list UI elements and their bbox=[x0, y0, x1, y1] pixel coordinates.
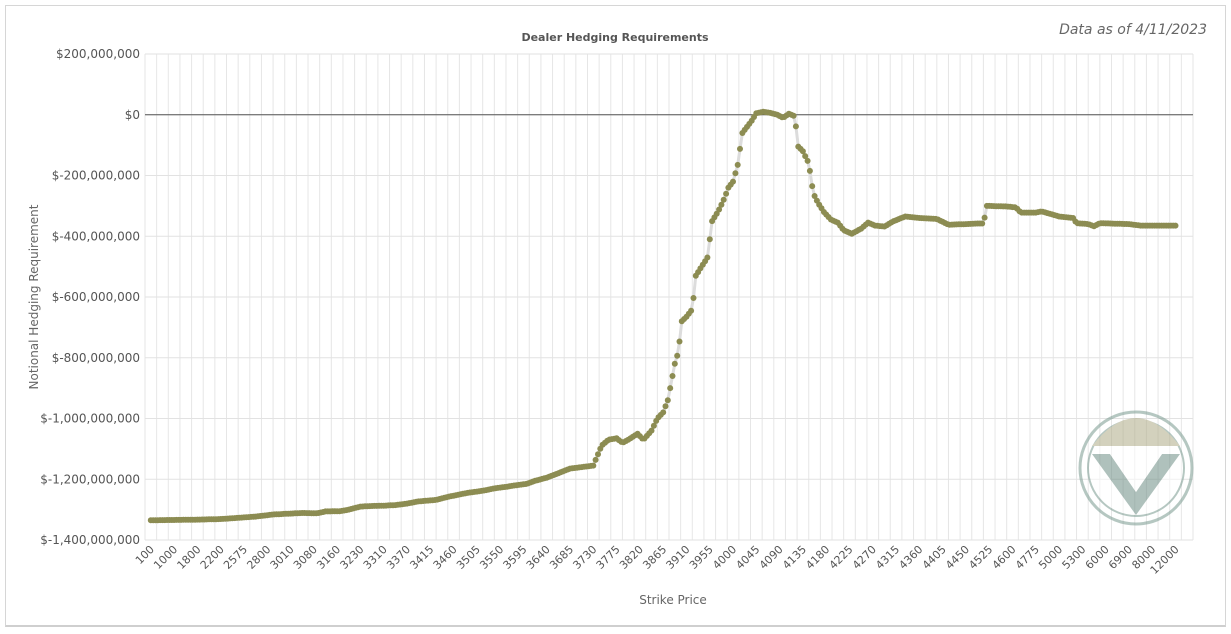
y-tick-label: $-1,200,000,000 bbox=[40, 472, 140, 486]
x-tick-label: 4000 bbox=[710, 543, 739, 572]
x-tick-label: 3730 bbox=[570, 543, 599, 572]
series-line bbox=[150, 110, 1176, 522]
grid-lines bbox=[144, 53, 1194, 541]
x-tick-label: 3080 bbox=[291, 543, 320, 572]
data-point bbox=[723, 190, 730, 197]
data-point bbox=[979, 220, 986, 227]
x-tick-label: 3865 bbox=[640, 543, 669, 572]
data-point bbox=[650, 422, 657, 429]
data-point bbox=[981, 214, 988, 221]
data-point bbox=[792, 123, 799, 130]
data-point bbox=[804, 157, 811, 164]
brand-logo-watermark bbox=[1078, 410, 1194, 526]
data-point bbox=[1172, 222, 1179, 229]
chart-frame bbox=[5, 5, 1226, 627]
y-tick-label: $200,000,000 bbox=[56, 47, 140, 61]
data-point bbox=[674, 352, 681, 359]
data-point bbox=[590, 462, 597, 469]
x-tick-label: 3685 bbox=[547, 543, 576, 572]
x-tick-label: 3775 bbox=[594, 543, 623, 572]
x-tick-label: 3160 bbox=[314, 543, 343, 572]
x-tick-label: 5300 bbox=[1060, 543, 1089, 572]
data-point bbox=[704, 254, 711, 261]
x-tick-label: 3010 bbox=[268, 543, 297, 572]
x-tick-label: 3910 bbox=[664, 543, 693, 572]
x-tick-label: 6000 bbox=[1083, 543, 1112, 572]
data-point bbox=[799, 148, 806, 155]
data-point bbox=[648, 427, 655, 434]
x-tick-label: 4405 bbox=[920, 543, 949, 572]
y-tick-label: $-400,000,000 bbox=[52, 229, 140, 243]
x-tick-label: 2200 bbox=[198, 543, 227, 572]
y-axis-label: Notional Hedging Requirement bbox=[27, 204, 41, 389]
y-tick-label: $-1,000,000,000 bbox=[40, 412, 140, 426]
data-point bbox=[671, 360, 678, 367]
x-tick-label: 1800 bbox=[175, 543, 204, 572]
x-tick-label: 4045 bbox=[733, 543, 762, 572]
data-point bbox=[732, 170, 739, 177]
data-point bbox=[669, 373, 676, 379]
data-point bbox=[690, 295, 697, 301]
x-tick-label: 3595 bbox=[501, 543, 530, 572]
x-tick-label: 3955 bbox=[687, 543, 716, 572]
data-point bbox=[660, 409, 667, 416]
x-tick-label: 3370 bbox=[384, 543, 413, 572]
x-tick-label: 4360 bbox=[896, 543, 925, 572]
x-tick-label: 6900 bbox=[1106, 543, 1135, 572]
x-tick-label: 4450 bbox=[943, 543, 972, 572]
x-axis-ticks: 1001000180022002575280030103080316032303… bbox=[133, 543, 1182, 577]
x-tick-label: 4315 bbox=[873, 543, 902, 572]
x-tick-label: 3820 bbox=[617, 543, 646, 572]
x-tick-label: 4270 bbox=[850, 543, 879, 572]
x-tick-label: 3550 bbox=[477, 543, 506, 572]
x-tick-label: 3230 bbox=[338, 543, 367, 572]
data-as-of-note: Data as of 4/11/2023 bbox=[1059, 22, 1207, 38]
x-tick-label: 4135 bbox=[780, 543, 809, 572]
x-tick-label: 3640 bbox=[524, 543, 553, 572]
y-tick-label: $-200,000,000 bbox=[52, 169, 140, 183]
x-tick-label: 3505 bbox=[454, 543, 483, 572]
x-tick-label: 4225 bbox=[827, 543, 856, 572]
x-tick-label: 3415 bbox=[407, 543, 436, 572]
data-points bbox=[147, 108, 1179, 524]
data-point bbox=[809, 183, 816, 190]
data-point bbox=[737, 145, 743, 152]
x-tick-label: 4090 bbox=[757, 543, 786, 572]
x-axis-label: Strike Price bbox=[639, 593, 707, 607]
data-point bbox=[790, 112, 797, 119]
data-point bbox=[688, 307, 695, 314]
data-point bbox=[811, 193, 818, 199]
x-tick-label: 4775 bbox=[1013, 543, 1042, 572]
data-point bbox=[720, 196, 727, 203]
data-point bbox=[662, 403, 669, 410]
data-point bbox=[706, 236, 713, 243]
data-point bbox=[664, 397, 671, 404]
data-point bbox=[730, 178, 736, 185]
data-point bbox=[718, 201, 725, 208]
data-point bbox=[734, 161, 741, 168]
chart-title: Dealer Hedging Requirements bbox=[521, 31, 709, 44]
y-tick-label: $-800,000,000 bbox=[52, 351, 140, 365]
x-tick-label: 2575 bbox=[221, 543, 250, 572]
data-point bbox=[595, 451, 601, 458]
y-tick-label: $-1,400,000,000 bbox=[40, 533, 140, 547]
x-tick-label: 2800 bbox=[244, 543, 273, 572]
x-tick-label: 1000 bbox=[151, 543, 180, 572]
x-tick-label: 5000 bbox=[1036, 543, 1065, 572]
y-axis-ticks: $200,000,000 $0 $-200,000,000 $-400,000,000… bbox=[40, 47, 140, 547]
x-tick-label: 3310 bbox=[361, 543, 390, 572]
data-point bbox=[592, 456, 599, 463]
x-tick-label: 3460 bbox=[431, 543, 460, 572]
x-tick-label: 4600 bbox=[990, 543, 1019, 572]
data-point bbox=[667, 385, 674, 392]
x-tick-label: 4180 bbox=[803, 543, 832, 572]
x-tick-label: 4525 bbox=[966, 543, 995, 572]
data-point bbox=[802, 153, 809, 160]
data-point bbox=[676, 338, 683, 345]
data-point bbox=[806, 167, 813, 174]
data-point bbox=[716, 206, 723, 213]
y-tick-label: $0 bbox=[125, 108, 140, 122]
y-tick-label: $-600,000,000 bbox=[52, 290, 140, 304]
